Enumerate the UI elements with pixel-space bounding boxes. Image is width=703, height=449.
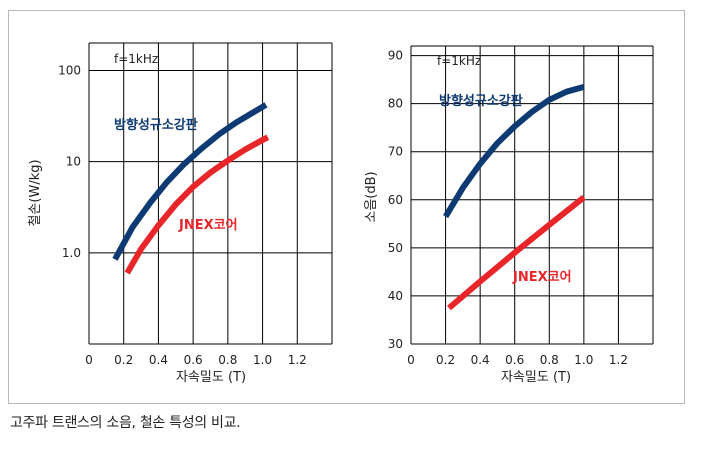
chart-2: 0 0.2 0.4 0.6 0.8 1.0 1.2 30 40 50 60 70 80 90 방향성규소강판… <box>364 45 654 385</box>
x-axis-label: 자속밀도 (T) <box>176 370 246 385</box>
y-axis-label: 철손(W/kg) <box>28 159 43 226</box>
x-tick-label: 0.2 <box>114 353 133 367</box>
figure-caption: 고주파 트랜스의 소음, 철손 특성의 비교. <box>10 415 241 431</box>
series-line-jnex <box>447 195 586 311</box>
x-tick-label: 1.2 <box>288 353 307 367</box>
series-line-electrical-steel <box>443 84 585 219</box>
x-tick-label: 0.8 <box>540 353 559 367</box>
series-line-jnex <box>124 134 270 275</box>
x-tick-label: 0 <box>85 353 93 367</box>
y-tick-label: 90 <box>388 49 403 63</box>
x-tick-label: 1.0 <box>574 353 593 367</box>
series-label-jnex: JNEX코어 <box>178 217 238 233</box>
y-tick-label: 70 <box>388 145 403 159</box>
frequency-annotation: f=1kHz <box>114 52 158 66</box>
x-tick-label: 0.6 <box>505 353 524 367</box>
chart-1: 0 0.2 0.4 0.6 0.8 1.0 1.2 1.0 10 100 방향성규소강판 JNEX코어… <box>28 42 333 385</box>
y-tick-label: 40 <box>388 289 403 303</box>
x-tick-label: 0.6 <box>184 353 203 367</box>
x-tick-label: 0.2 <box>436 353 455 367</box>
x-tick-label: 0.4 <box>149 353 168 367</box>
y-tick-label: 60 <box>388 193 403 207</box>
y-axis-label: 소음(dB) <box>364 171 379 222</box>
y-tick-label: 10 <box>66 155 81 169</box>
x-tick-label: 1.0 <box>253 353 272 367</box>
y-tick-label: 1.0 <box>62 246 81 260</box>
series-line-electrical-steel <box>112 102 268 261</box>
y-tick-label: 100 <box>58 63 81 77</box>
x-tick-label: 0.8 <box>218 353 237 367</box>
y-tick-label: 30 <box>388 337 403 351</box>
frequency-annotation: f=1kHz <box>437 54 481 68</box>
series-label-jnex: JNEX코어 <box>512 269 572 285</box>
series-label-electrical-steel: 방향성규소강판 <box>114 117 198 133</box>
x-axis-label: 자속밀도 (T) <box>501 370 571 385</box>
y-tick-label: 50 <box>388 241 403 255</box>
x-tick-label: 0 <box>407 353 415 367</box>
series-label-electrical-steel: 방향성규소강판 <box>439 93 523 109</box>
figure-canvas: 0 0.2 0.4 0.6 0.8 1.0 1.2 1.0 10 100 방향성규소강판 JNEX코어… <box>28 42 654 385</box>
y-tick-label: 80 <box>388 97 403 111</box>
figure-frame: 0 0.2 0.4 0.6 0.8 1.0 1.2 1.0 10 100 방향성규소강판 JNEX코어… <box>8 10 685 404</box>
x-tick-label: 1.2 <box>609 353 628 367</box>
x-tick-label: 0.4 <box>471 353 490 367</box>
